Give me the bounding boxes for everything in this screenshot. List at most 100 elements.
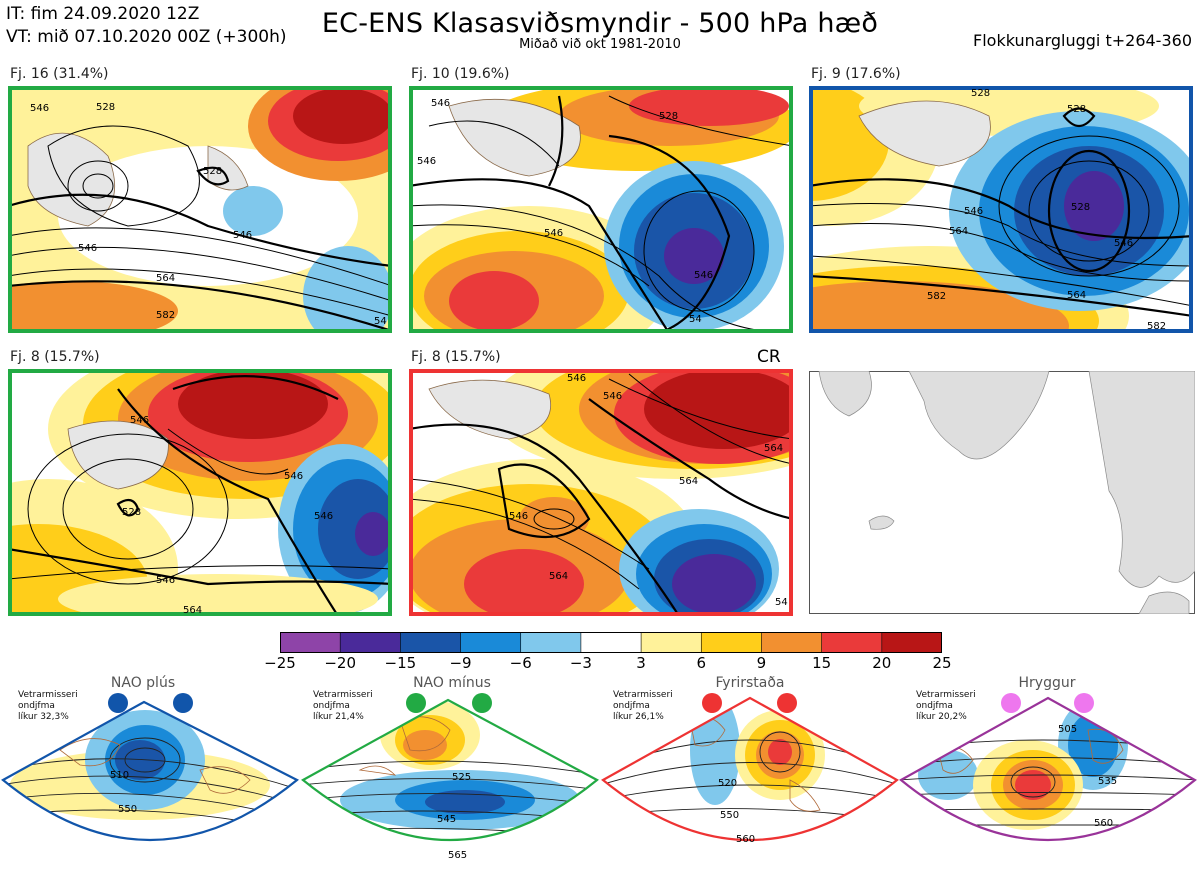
regime-4-contour-label-1: 505 [1058,724,1077,735]
colorbar-segment [520,632,582,653]
control-run-tag: CR [757,347,781,367]
regime-1-note-prob: líkur 32,3% [18,712,69,722]
regime-2-map: 525 545 565 [301,698,599,861]
panel-1-frame [8,86,392,333]
panel-2-frame [409,86,793,333]
colorbar-segment [280,632,341,653]
colorbar-segment [881,632,942,653]
panel-4-contour-label-2: 528 [122,507,141,518]
regime-4-map: 505 535 560 [899,696,1197,841]
page-subtitle: Miðað við okt 1981-2010 [519,37,681,52]
classification-window: Flokkunargluggi t+264-360 [973,31,1192,50]
regime-2-note-months: ondjfma [313,701,350,711]
panel-2-contour-label-6: 54 [689,314,702,325]
colorbar-tick-label: −25 [264,654,296,672]
colorbar [280,632,942,653]
panel-3-contour-label-4: 528 [1071,202,1090,213]
regime-3-title: Fyrirstaða [715,675,785,691]
panel-1-contour-label-7: 546 [78,243,97,254]
regime-3-dot-right [777,693,797,713]
valid-time: VT: mið 07.10.2020 00Z (+300h) [6,27,287,47]
panel-2-contour-label-3: 528 [659,111,678,122]
panel-5-contour-label-2: 546 [603,391,622,402]
colorbar-tick-label: 3 [636,654,646,672]
regime-3-contour-label-3: 560 [736,834,755,845]
regime-2-contour-label-1: 525 [452,772,471,783]
panel-3-map: 528 528 546 528 546 564 582 564 582 [809,86,1193,333]
colorbar-tick-label: −20 [324,654,356,672]
regime-3-contour-label-2: 550 [720,810,739,821]
colorbar-tick-label: −15 [384,654,417,672]
panel-2-label: Fj. 10 (19.6%) [411,66,510,82]
panel-3-contour-label-1: 528 [971,88,990,99]
colorbar-tick-label: 20 [872,654,892,672]
panel-4-map: 546 528 546 546 546 564 [8,369,392,616]
regime-1-note-season: Vetrarmisseri [18,690,78,700]
regime-1-dot-left [108,693,128,713]
regime-1-contour-label-2: 550 [118,804,137,815]
panel-1-contour-label-4: 546 [233,230,252,241]
panel-4-contour-label-5: 546 [156,575,175,586]
panel-5-map: 546 546 564 546 564 564 54 [409,369,793,616]
regime-2-title: NAO mínus [413,675,491,691]
colorbar-tick-label: −3 [569,654,592,672]
regime-4-title: Hryggur [1018,675,1076,691]
colorbar-tick-label: −9 [449,654,472,672]
panel-1-contour-label-2: 528 [96,102,115,113]
panel-3-contour-label-5: 546 [1114,238,1133,249]
regime-1-title: NAO plús [110,675,176,691]
panel-3-contour-label-7: 582 [927,291,946,302]
regime-1-note-months: ondjfma [18,701,55,711]
colorbar-tick-label: −6 [509,654,532,672]
issue-time: IT: fim 24.09.2020 12Z [6,4,200,24]
panel-1-contour-label-5: 564 [156,273,175,284]
colorbar-segment [821,632,883,653]
regime-1-map: 510 550 [1,700,300,841]
colorbar-segment [339,632,402,653]
panel-2-map: 546 546 528 546 546 54 [409,86,793,333]
page-title: EC-ENS Klasasviðsmyndir - 500 hPa hæð [321,8,879,39]
regime-2-note-prob: líkur 21,4% [313,712,364,722]
panel-1-label: Fj. 16 (31.4%) [10,66,109,82]
colorbar-tick-label: 6 [696,654,707,672]
panel-3-contour-label-8: 564 [1067,290,1086,301]
colorbar-segment [761,632,823,653]
regime-4-contour-label-3: 560 [1094,818,1113,829]
panel-1-map: 546 528 528 546 564 582 546 54 [8,86,392,333]
panel-5-frame [409,369,793,616]
regime-4-note-prob: líkur 20,2% [916,712,967,722]
regime-4-note: Vetrarmisseri ondjfma líkur 20,2% [916,690,976,723]
panel-4-contour-label-1: 546 [130,415,149,426]
panel-5-contour-label-5: 564 [679,476,698,487]
panel-5-contour-label-3: 564 [764,443,783,454]
panel-4-frame [8,369,392,616]
regime-4-contour-label-2: 535 [1098,776,1117,787]
panel-5-contour-label-4: 546 [509,511,528,522]
panel-3-contour-label-6: 564 [949,226,968,237]
panel-1-contour-label-8: 54 [374,316,387,327]
colorbar-segment [460,632,522,653]
colorbar-tick-label: 15 [812,654,832,672]
regime-3-contour-label-1: 520 [718,778,737,789]
regime-3-note: Vetrarmisseri ondjfma líkur 26,1% [613,690,673,723]
colorbar-segment [400,632,462,653]
panel-5-contour-label-6: 564 [549,571,568,582]
panel-3-contour-label-2: 528 [1067,104,1086,115]
panel-4-contour-label-4: 546 [314,511,333,522]
regime-1-note: Vetrarmisseri ondjfma líkur 32,3% [18,690,78,723]
panel-3-contour-label-9: 582 [1147,321,1166,332]
colorbar-segment [640,632,703,653]
colorbar-segment [580,632,642,653]
colorbar-segment [700,632,763,653]
regime-2-dot-right [472,693,492,713]
panel-3-contour-label-3: 546 [964,206,983,217]
regime-2-note-season: Vetrarmisseri [313,690,373,700]
panel-1-contour-label-1: 546 [30,103,49,114]
panel-4-contour-label-3: 546 [284,471,303,482]
colorbar-tick-label: 9 [756,654,767,672]
reference-map [809,371,1195,614]
regime-2-contour-label-2: 545 [437,814,456,825]
regime-2-contour-label-3: 565 [448,850,467,861]
regime-1-contour-label-1: 510 [110,770,129,781]
panel-5-contour-label-7: 54 [775,597,788,608]
